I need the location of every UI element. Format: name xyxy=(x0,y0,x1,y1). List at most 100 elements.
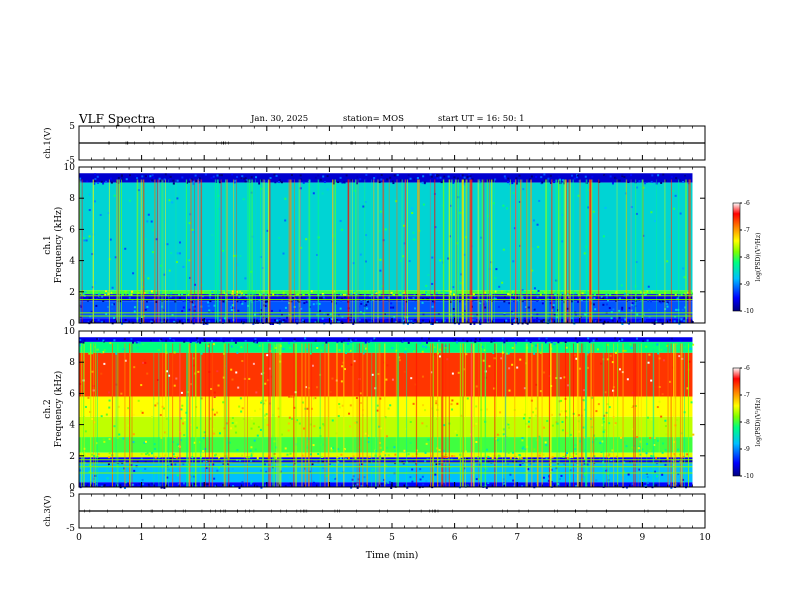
spectral-speckle xyxy=(398,293,401,296)
spectral-speckle xyxy=(682,181,685,184)
spectral-speckle xyxy=(546,420,549,423)
spectral-speckle xyxy=(477,478,480,481)
spectral-speckle xyxy=(393,446,396,449)
spectral-speckle xyxy=(322,467,325,470)
spectral-speckle xyxy=(262,316,265,319)
spectral-speckle xyxy=(273,173,276,176)
spectral-speckle xyxy=(79,382,82,385)
spectral-speckle xyxy=(508,389,511,392)
spectral-speckle xyxy=(342,294,345,297)
spectral-speckle xyxy=(586,366,589,369)
spectral-speckle xyxy=(340,299,343,302)
spectral-speckle xyxy=(644,293,647,296)
spectral-speckle xyxy=(105,313,108,316)
spectral-speckle xyxy=(322,423,325,426)
spectral-speckle xyxy=(312,444,315,447)
spectral-speckle xyxy=(242,417,245,420)
spectral-speckle xyxy=(343,339,346,342)
spectral-speckle xyxy=(242,293,245,296)
spectral-speckle xyxy=(390,302,393,305)
spectral-speckle xyxy=(661,473,664,476)
spectral-speckle xyxy=(511,290,514,293)
spectral-speckle xyxy=(317,174,320,177)
spectral-speckle xyxy=(453,316,456,319)
spectral-speckle xyxy=(657,174,660,177)
spectral-speckle xyxy=(270,375,273,378)
spectral-speckle xyxy=(231,417,234,420)
spectral-speckle xyxy=(438,449,441,452)
spectral-speckle xyxy=(379,457,382,460)
spectral-speckle xyxy=(399,259,402,262)
spectral-speckle xyxy=(123,454,126,457)
spectral-speckle xyxy=(207,304,210,307)
spectral-speckle xyxy=(187,257,190,260)
spectral-speckle xyxy=(505,436,508,439)
spectral-speckle xyxy=(161,180,164,183)
spectral-speckle xyxy=(252,322,255,325)
spectral-speckle xyxy=(274,346,277,349)
spectral-speckle xyxy=(632,296,635,299)
spectral-speckle xyxy=(350,340,353,343)
spectral-speckle xyxy=(581,478,584,481)
spectral-speckle xyxy=(157,291,160,294)
spectral-speckle xyxy=(147,213,150,216)
spectral-speckle xyxy=(670,337,673,340)
spectral-speckle xyxy=(360,299,363,302)
spectral-speckle xyxy=(200,397,203,400)
spectral-speckle xyxy=(322,294,325,297)
spectral-speckle xyxy=(263,403,266,406)
spectral-speckle xyxy=(435,400,438,403)
spectral-speckle xyxy=(536,313,539,316)
spectral-speckle xyxy=(337,181,340,184)
spectral-speckle xyxy=(512,300,515,303)
spectral-speckle xyxy=(96,337,99,340)
spectral-speckle xyxy=(336,295,339,298)
spectral-speckle xyxy=(521,447,524,450)
spectral-speckle xyxy=(679,212,682,215)
spectral-speckle xyxy=(278,309,281,312)
spectral-speckle xyxy=(527,484,530,487)
spectral-speckle xyxy=(386,446,389,449)
spectral-speckle xyxy=(502,478,505,481)
spectral-speckle xyxy=(669,236,672,239)
spectral-speckle xyxy=(434,473,437,476)
spectral-speckle xyxy=(330,447,333,450)
spectral-speckle xyxy=(504,177,507,180)
spectral-speckle xyxy=(352,290,355,293)
spectral-speckle xyxy=(541,302,544,305)
spectral-speckle xyxy=(453,455,456,458)
spectral-speckle xyxy=(520,291,523,294)
spectral-speckle xyxy=(326,175,329,178)
spectral-speckle xyxy=(264,463,267,466)
spectral-speckle xyxy=(645,291,648,294)
spectral-speckle xyxy=(286,179,289,182)
spectral-speckle xyxy=(248,377,251,380)
spectral-speckle xyxy=(415,294,418,297)
spectral-speckle xyxy=(469,175,472,178)
spectral-speckle xyxy=(450,403,453,406)
spectral-speckle xyxy=(127,424,130,427)
spectral-speckle xyxy=(240,177,243,180)
spectral-speckle xyxy=(456,177,459,180)
spectral-speckle xyxy=(260,309,263,312)
spectral-speckle xyxy=(321,317,324,320)
spectral-speckle xyxy=(677,473,680,476)
spectral-speckle xyxy=(467,297,470,300)
spectral-speckle xyxy=(122,468,125,471)
spectral-speckle xyxy=(315,302,318,305)
spectral-speckle xyxy=(604,175,607,178)
spectral-speckle xyxy=(689,296,692,299)
spectral-speckle xyxy=(590,396,593,399)
spectral-speckle xyxy=(676,342,679,345)
spectral-speckle xyxy=(456,292,459,295)
spectral-speckle xyxy=(378,455,381,458)
spectral-speckle xyxy=(216,411,219,414)
spectral-speckle xyxy=(254,341,257,344)
spectral-speckle xyxy=(300,296,303,299)
spectral-speckle xyxy=(566,457,569,460)
spectral-speckle xyxy=(365,307,368,310)
spectral-speckle xyxy=(515,460,518,463)
spectral-speckle xyxy=(170,252,173,255)
spectral-speckle xyxy=(130,293,133,296)
spectral-speckle xyxy=(244,300,247,303)
